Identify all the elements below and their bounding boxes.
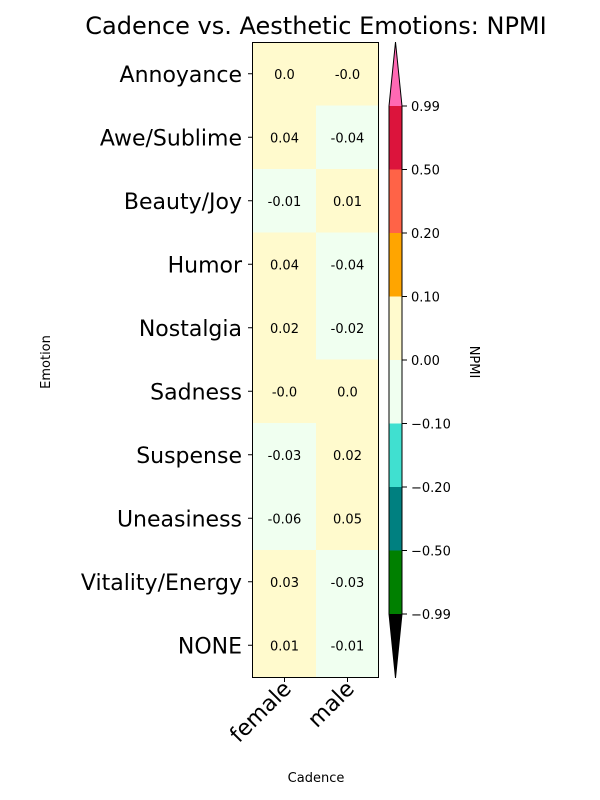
heatmap-cell bbox=[253, 613, 316, 677]
x-axis-ticks: female male bbox=[225, 677, 359, 748]
cell-value-label: -0.01 bbox=[331, 639, 365, 654]
heatmap-cell bbox=[316, 486, 379, 550]
y-tick-label: NONE bbox=[178, 634, 242, 659]
heatmap-cell bbox=[253, 550, 316, 614]
y-axis-ticks: Annoyance Awe/Sublime Beauty/Joy Humor Nosta… bbox=[81, 63, 253, 659]
cell-value-label: 0.02 bbox=[333, 449, 362, 464]
colorbar: −0.99 −0.50 −0.20 −0.10 0.00 0.10 0.20 0.50 0.99 bbox=[388, 41, 451, 679]
colorbar-tick-label: 0.00 bbox=[411, 354, 440, 369]
colorbar-tick-label: 0.10 bbox=[411, 291, 440, 306]
heatmap-cell bbox=[316, 169, 379, 233]
y-tick-label: Uneasiness bbox=[117, 507, 242, 532]
colorbar-over-extension bbox=[389, 42, 402, 106]
y-tick-label: Nostalgia bbox=[139, 317, 242, 342]
cell-value-label: 0.05 bbox=[333, 512, 362, 527]
cell-value-label: 0.01 bbox=[333, 195, 362, 210]
cell-value-label: 0.0 bbox=[337, 385, 358, 400]
cell-value-label: 0.01 bbox=[270, 639, 299, 654]
heatmap-cell bbox=[316, 423, 379, 487]
y-tick-label: Annoyance bbox=[120, 63, 242, 88]
heatmap-cell bbox=[253, 105, 316, 169]
heatmap-cell-labels: 0.0 -0.0 0.04 -0.04 -0.01 0.01 0.04 -0.04 0.02 -0… bbox=[268, 68, 365, 655]
colorbar-segment bbox=[389, 169, 402, 233]
colorbar-segment bbox=[389, 360, 402, 424]
x-tick-label: female bbox=[225, 677, 296, 748]
heatmap-cell bbox=[253, 232, 316, 296]
colorbar-segment bbox=[389, 487, 402, 551]
colorbar-tick-label: 0.50 bbox=[411, 164, 440, 179]
cell-value-label: -0.03 bbox=[268, 449, 302, 464]
colorbar-under-extension bbox=[389, 614, 402, 678]
colorbar-segment bbox=[389, 296, 402, 360]
colorbar-segment bbox=[389, 423, 402, 487]
heatmap-cell bbox=[253, 423, 316, 487]
heatmap-cell bbox=[316, 550, 379, 614]
colorbar-title: NPMI bbox=[466, 346, 481, 379]
heatmap-cell bbox=[253, 169, 316, 233]
cell-value-label: -0.02 bbox=[331, 322, 365, 337]
heatmap-cell bbox=[316, 42, 379, 106]
x-axis-title: Cadence bbox=[288, 771, 345, 786]
colorbar-tick-label: 0.20 bbox=[411, 227, 440, 242]
cell-value-label: 0.04 bbox=[270, 131, 299, 146]
y-axis-title: Emotion bbox=[39, 335, 54, 389]
colorbar-segment bbox=[389, 233, 402, 297]
y-tick-label: Beauty/Joy bbox=[124, 190, 242, 215]
colorbar-tick-label: −0.20 bbox=[411, 481, 451, 496]
cell-value-label: -0.03 bbox=[331, 576, 365, 591]
chart-title: Cadence vs. Aesthetic Emotions: NPMI bbox=[85, 12, 546, 40]
colorbar-segment bbox=[389, 550, 402, 614]
cell-value-label: 0.02 bbox=[270, 322, 299, 337]
colorbar-tick-label: −0.99 bbox=[411, 608, 451, 623]
x-tick-label: male bbox=[303, 677, 359, 733]
colorbar-tick-label: 0.99 bbox=[411, 100, 440, 115]
y-tick-label: Awe/Sublime bbox=[100, 126, 242, 151]
y-tick-label: Suspense bbox=[136, 444, 242, 469]
cell-value-label: 0.0 bbox=[274, 68, 295, 83]
colorbar-tick-label: −0.10 bbox=[411, 418, 451, 433]
heatmap-cell bbox=[253, 296, 316, 360]
heatmap-cell bbox=[316, 232, 379, 296]
heatmap-cell bbox=[316, 613, 379, 677]
cell-value-label: -0.0 bbox=[335, 68, 360, 83]
y-tick-label: Humor bbox=[168, 253, 243, 278]
heatmap-cells bbox=[253, 42, 379, 677]
heatmap-frame bbox=[252, 42, 379, 678]
heatmap-cell bbox=[253, 359, 316, 423]
heatmap-cell bbox=[253, 42, 316, 106]
y-tick-label: Vitality/Energy bbox=[81, 571, 242, 596]
cell-value-label: -0.0 bbox=[272, 385, 297, 400]
heatmap-cell bbox=[316, 296, 379, 360]
colorbar-segment bbox=[389, 106, 402, 170]
cell-value-label: -0.04 bbox=[331, 258, 365, 273]
heatmap-cell bbox=[316, 105, 379, 169]
cell-value-label: -0.01 bbox=[268, 195, 302, 210]
heatmap-cell bbox=[316, 359, 379, 423]
heatmap-cell bbox=[253, 486, 316, 550]
cell-value-label: 0.04 bbox=[270, 258, 299, 273]
colorbar-tick-label: −0.50 bbox=[411, 545, 451, 560]
y-tick-label: Sadness bbox=[150, 380, 242, 405]
cell-value-label: -0.04 bbox=[331, 131, 365, 146]
cell-value-label: 0.03 bbox=[270, 576, 299, 591]
cell-value-label: -0.06 bbox=[268, 512, 302, 527]
